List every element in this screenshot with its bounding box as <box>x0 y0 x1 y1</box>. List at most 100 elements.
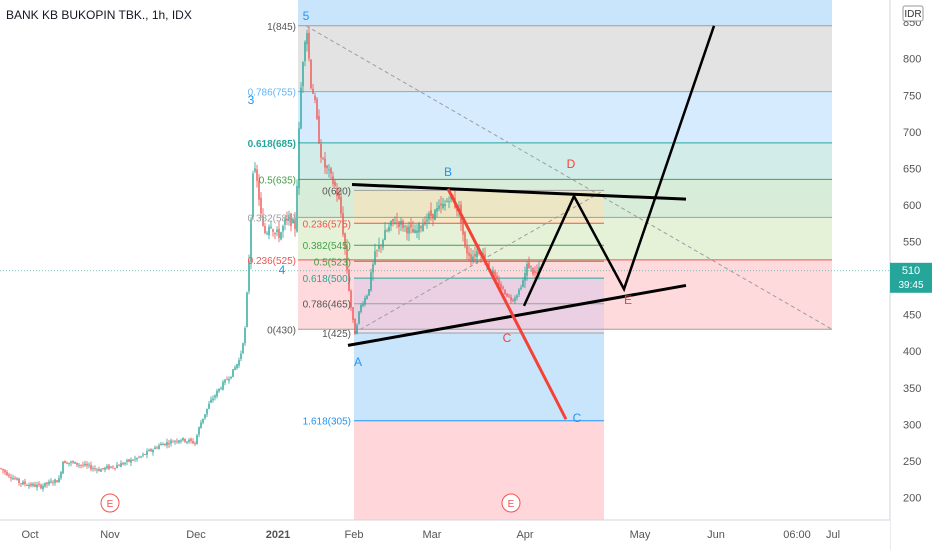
candle-body <box>426 219 428 222</box>
fib-zone <box>298 91 832 143</box>
candle-body <box>298 128 300 189</box>
candle-body <box>22 481 24 485</box>
candle-body <box>296 185 298 232</box>
candle-body <box>502 287 504 289</box>
fib-label-lower: 0.236(575) <box>303 219 351 230</box>
chart-title: BANK KB BUKOPIN TBK., 1h, IDX <box>6 8 192 22</box>
fib-zone <box>298 217 832 260</box>
candle-body <box>6 471 8 476</box>
candle-body <box>34 484 36 487</box>
time-tick-label: Oct <box>21 529 38 541</box>
candle-body <box>262 216 264 226</box>
candle-body <box>396 220 398 222</box>
candle-body <box>420 226 422 229</box>
fib-zone <box>354 278 604 333</box>
candle-body <box>324 158 326 168</box>
candle-body <box>330 168 332 174</box>
candle-body <box>342 213 344 235</box>
candle-body <box>336 188 338 197</box>
candle-body <box>118 465 120 467</box>
candle-body <box>192 441 194 444</box>
fib-label-upper: 0.618(685) <box>248 139 296 150</box>
candle-body <box>318 115 320 144</box>
candle-body <box>388 226 390 232</box>
candle-body <box>438 205 440 209</box>
candle-body <box>212 398 214 401</box>
candle-body <box>162 444 164 446</box>
candle-body <box>444 204 446 207</box>
abc-projection-line <box>446 188 568 420</box>
time-tick-label: Jul <box>826 529 840 541</box>
candle-body <box>442 203 444 208</box>
candle-body <box>80 464 82 466</box>
candle-body <box>532 268 534 275</box>
candle-body <box>104 467 106 470</box>
fib-zone <box>298 25 832 92</box>
candle-body <box>12 477 14 480</box>
candle-body <box>182 437 184 441</box>
candle-body <box>350 290 352 308</box>
candle-body <box>186 441 188 443</box>
candle-body <box>308 32 310 59</box>
candle-body <box>114 467 116 469</box>
wave-label: B <box>444 165 452 179</box>
candle-body <box>36 484 38 488</box>
candle-body <box>510 297 512 301</box>
candle-body <box>404 225 406 227</box>
fib-trend-line <box>353 189 605 334</box>
candle-body <box>154 447 156 450</box>
candle-body <box>76 462 78 465</box>
fib-zone <box>298 259 832 330</box>
candle-body <box>440 203 442 206</box>
candle-body <box>334 181 336 186</box>
time-axis <box>0 520 890 550</box>
wave-label: 3 <box>248 93 255 107</box>
candle-body <box>274 232 276 235</box>
candle-body <box>380 244 382 246</box>
candle-body <box>520 287 522 290</box>
fib-label-upper: 0(430) <box>267 325 296 336</box>
candle-body <box>150 449 152 452</box>
candle-body <box>476 251 478 258</box>
candle-body <box>16 478 18 480</box>
candle-body <box>100 469 102 472</box>
candle-body <box>328 169 330 171</box>
candle-body <box>144 454 146 455</box>
candle-body <box>166 442 168 446</box>
candle-body <box>184 438 186 442</box>
candle-body <box>282 226 284 232</box>
candle-body <box>202 418 204 423</box>
candle-body <box>160 443 162 446</box>
candle-body <box>468 252 470 256</box>
price-tick-label: 250 <box>903 456 921 468</box>
candle-body <box>234 367 236 370</box>
candle-body <box>14 478 16 480</box>
price-tick-label: 350 <box>903 383 921 395</box>
triangle-lower-line <box>347 283 687 347</box>
candle-body <box>424 221 426 225</box>
candle-body <box>526 264 528 276</box>
projected-wave <box>522 25 716 307</box>
price-tick-label: 450 <box>903 310 921 322</box>
candle-body <box>244 328 246 344</box>
candle-body <box>196 435 198 444</box>
candle-body <box>352 307 354 321</box>
candle-body <box>284 219 286 225</box>
candle-body <box>456 208 458 211</box>
candle-body <box>210 399 212 403</box>
candle-body <box>26 485 28 486</box>
candle-body <box>264 225 266 234</box>
candle-body <box>410 224 412 228</box>
candle-body <box>70 461 72 463</box>
current-price-value: 510 <box>902 265 920 277</box>
event-marker-label: E <box>508 499 515 510</box>
candle-body <box>400 220 402 225</box>
candle-body <box>92 468 94 470</box>
candle-body <box>174 441 176 442</box>
candle-body <box>508 295 510 297</box>
fib-label-upper: 0.236(525) <box>248 256 296 267</box>
candle-body <box>416 230 418 233</box>
price-tick-label: 650 <box>903 163 921 175</box>
candle-body <box>498 279 500 286</box>
